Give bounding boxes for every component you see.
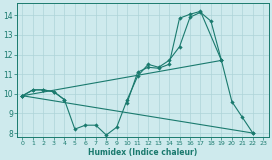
X-axis label: Humidex (Indice chaleur): Humidex (Indice chaleur) (88, 148, 197, 156)
